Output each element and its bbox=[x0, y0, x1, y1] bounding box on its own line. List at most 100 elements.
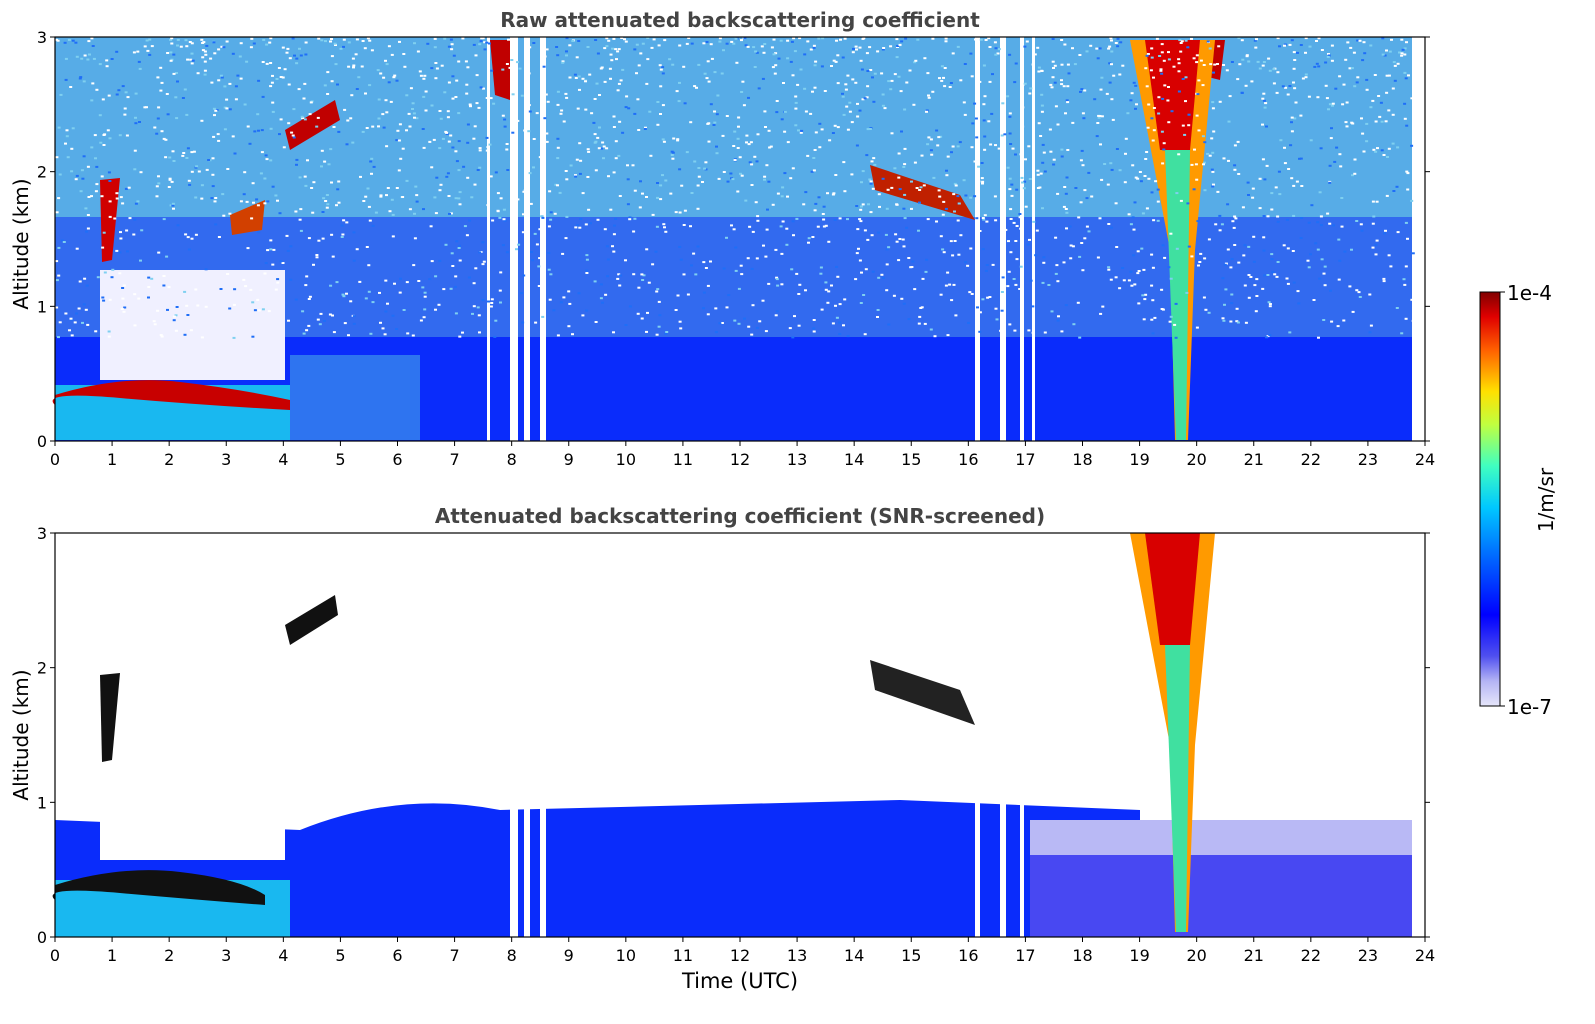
noise-speckle bbox=[522, 190, 526, 193]
noise-speckle bbox=[1140, 247, 1144, 250]
noise-speckle bbox=[126, 96, 130, 99]
noise-speckle bbox=[1276, 220, 1280, 223]
noise-speckle bbox=[832, 59, 836, 62]
noise-speckle bbox=[574, 226, 578, 229]
noise-speckle bbox=[835, 316, 839, 319]
noise-speckle bbox=[656, 196, 659, 199]
noise-speckle bbox=[521, 321, 525, 324]
noise-speckle bbox=[938, 77, 941, 80]
noise-speckle bbox=[798, 37, 802, 40]
noise-speckle bbox=[692, 252, 696, 255]
noise-speckle bbox=[1001, 102, 1005, 105]
noise-speckle bbox=[1382, 154, 1386, 156]
raw-cloud-a bbox=[100, 178, 120, 262]
noise-speckle bbox=[438, 189, 442, 192]
raw-panel-title: Raw attenuated backscattering coefficien… bbox=[500, 8, 980, 32]
noise-speckle bbox=[1405, 124, 1409, 127]
noise-speckle bbox=[567, 325, 571, 328]
noise-speckle bbox=[322, 320, 326, 322]
noise-speckle bbox=[820, 65, 824, 68]
noise-speckle bbox=[449, 287, 453, 290]
noise-speckle bbox=[1358, 296, 1362, 298]
noise-speckle bbox=[1258, 207, 1262, 210]
noise-speckle bbox=[604, 293, 608, 296]
noise-speckle bbox=[866, 85, 870, 88]
noise-speckle bbox=[1136, 272, 1140, 275]
noise-speckle bbox=[347, 334, 350, 337]
noise-speckle bbox=[986, 296, 990, 299]
noise-speckle bbox=[985, 264, 989, 266]
noise-speckle bbox=[824, 288, 828, 291]
noise-speckle bbox=[502, 208, 506, 211]
noise-speckle bbox=[924, 270, 928, 273]
noise-speckle bbox=[128, 217, 132, 220]
noise-speckle bbox=[1142, 318, 1146, 321]
noise-speckle bbox=[110, 58, 114, 60]
noise-speckle bbox=[763, 175, 767, 178]
noise-speckle bbox=[527, 104, 531, 107]
noise-speckle bbox=[171, 204, 175, 207]
noise-speckle bbox=[368, 39, 372, 42]
x-tick-label: 13 bbox=[787, 946, 807, 965]
noise-speckle bbox=[326, 93, 330, 95]
noise-speckle bbox=[510, 59, 514, 61]
noise-speckle bbox=[334, 44, 337, 46]
noise-speckle bbox=[377, 117, 381, 120]
noise-speckle bbox=[545, 48, 549, 51]
noise-speckle bbox=[352, 66, 355, 69]
noise-speckle bbox=[854, 278, 858, 281]
noise-speckle bbox=[367, 290, 371, 293]
noise-speckle bbox=[1322, 319, 1326, 321]
noise-speckle bbox=[385, 63, 389, 66]
noise-speckle bbox=[452, 54, 456, 57]
noise-speckle bbox=[332, 331, 336, 334]
noise-speckle bbox=[1344, 121, 1348, 124]
noise-speckle bbox=[1355, 81, 1359, 84]
noise-speckle bbox=[405, 129, 408, 132]
noise-speckle bbox=[125, 229, 129, 232]
noise-speckle bbox=[1105, 92, 1109, 95]
noise-speckle bbox=[478, 147, 482, 150]
noise-speckle bbox=[1085, 225, 1089, 228]
noise-speckle bbox=[614, 157, 618, 160]
noise-speckle bbox=[308, 113, 312, 116]
noise-speckle bbox=[103, 271, 107, 274]
noise-speckle bbox=[767, 129, 771, 132]
noise-speckle bbox=[1108, 81, 1112, 84]
noise-speckle bbox=[462, 165, 466, 168]
noise-speckle bbox=[1157, 96, 1161, 99]
noise-speckle bbox=[499, 301, 502, 304]
noise-speckle bbox=[651, 213, 655, 216]
noise-speckle bbox=[411, 102, 415, 105]
noise-speckle bbox=[574, 175, 578, 178]
noise-speckle bbox=[234, 98, 238, 101]
noise-speckle bbox=[585, 309, 589, 312]
noise-speckle bbox=[295, 163, 298, 166]
noise-speckle bbox=[898, 188, 902, 191]
noise-speckle bbox=[347, 65, 351, 68]
noise-speckle bbox=[535, 243, 539, 246]
noise-speckle bbox=[101, 98, 105, 101]
noise-speckle bbox=[155, 132, 159, 135]
noise-speckle bbox=[997, 147, 1001, 150]
noise-speckle bbox=[923, 57, 927, 60]
noise-speckle bbox=[330, 80, 334, 83]
noise-speckle bbox=[649, 154, 653, 157]
noise-speckle bbox=[664, 230, 668, 233]
noise-speckle bbox=[912, 103, 916, 106]
noise-speckle bbox=[1227, 159, 1230, 162]
noise-speckle bbox=[1195, 326, 1199, 329]
noise-speckle bbox=[881, 177, 885, 180]
noise-speckle bbox=[887, 246, 891, 249]
noise-speckle bbox=[386, 187, 390, 189]
noise-speckle bbox=[603, 47, 607, 50]
noise-speckle bbox=[299, 54, 303, 57]
noise-speckle bbox=[174, 329, 178, 332]
noise-speckle bbox=[438, 147, 442, 150]
noise-speckle bbox=[882, 276, 885, 279]
noise-speckle bbox=[1403, 283, 1407, 286]
noise-speckle bbox=[1009, 143, 1013, 145]
noise-speckle bbox=[1288, 43, 1292, 46]
noise-speckle bbox=[553, 212, 557, 215]
